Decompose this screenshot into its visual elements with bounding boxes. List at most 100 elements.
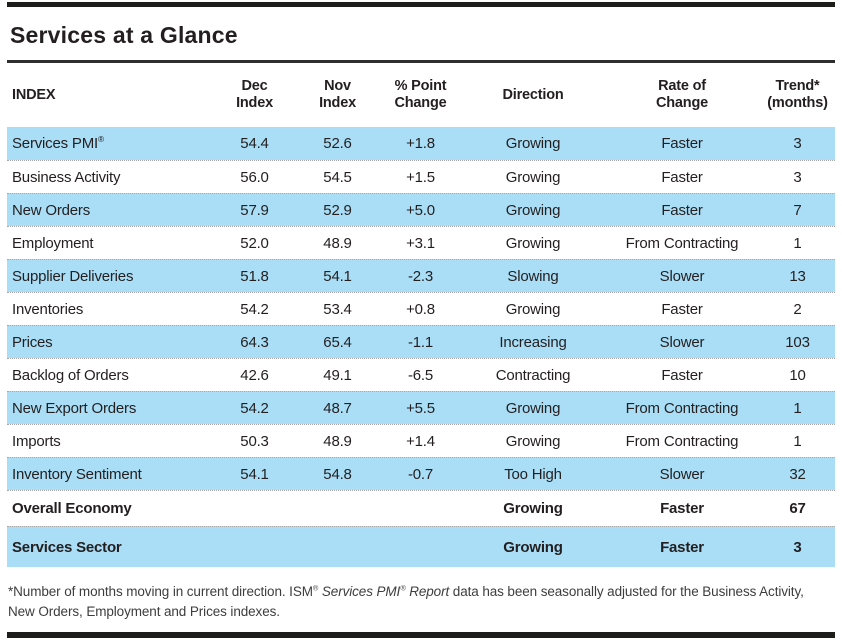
header-line: Index bbox=[319, 95, 356, 111]
table-row: Employment 52.0 48.9 +3.1 Growing From C… bbox=[7, 226, 835, 259]
cell-index-name: Business Activity bbox=[7, 169, 213, 186]
table-header-row: INDEX Dec Index Nov Index % Point Change Di… bbox=[7, 63, 835, 127]
cell-index-name: Services Sector bbox=[7, 539, 213, 556]
title-rule bbox=[7, 60, 835, 63]
registered-mark: ® bbox=[97, 135, 104, 144]
header-line: % Point bbox=[394, 78, 447, 94]
index-label: Backlog of Orders bbox=[12, 366, 129, 384]
cell-point-change: +1.4 bbox=[406, 432, 435, 450]
column-header-dec-index: Dec Index bbox=[213, 78, 296, 112]
cell-trend: 3 bbox=[793, 135, 802, 152]
footnote-italic: ® bbox=[400, 584, 405, 599]
cell-point-change: +1.8 bbox=[406, 135, 435, 152]
index-label: Business Activity bbox=[12, 168, 121, 186]
cell-rate-of-change: Faster bbox=[660, 500, 704, 517]
cell-trend: 3 bbox=[793, 168, 802, 186]
index-label: Overall Economy bbox=[12, 500, 132, 517]
services-table: INDEX Dec Index Nov Index % Point Change Di… bbox=[7, 63, 835, 567]
column-header-point-change: % Point Change bbox=[379, 78, 462, 112]
column-header-trend-months: Trend* (months) bbox=[760, 78, 835, 112]
cell-dec-index: 56.0 bbox=[240, 168, 269, 186]
table-row: Inventory Sentiment 54.1 54.8 -0.7 Too H… bbox=[7, 457, 835, 490]
cell-nov-index: 48.9 bbox=[323, 432, 352, 450]
footnote-text: *Number of months moving in current dire… bbox=[8, 584, 313, 599]
cell-direction: Growing bbox=[505, 399, 561, 417]
cell-dec-index: 51.8 bbox=[240, 267, 269, 285]
cell-rate-of-change: Faster bbox=[661, 168, 703, 186]
cell-trend: 1 bbox=[793, 399, 802, 417]
cell-point-change: -0.7 bbox=[407, 465, 434, 483]
cell-point-change: +3.1 bbox=[406, 234, 435, 252]
index-label: Imports bbox=[12, 432, 61, 450]
cell-direction: Growing bbox=[505, 168, 561, 186]
cell-index-name: Inventories bbox=[7, 301, 213, 318]
cell-trend: 103 bbox=[785, 333, 810, 351]
index-label: Supplier Deliveries bbox=[12, 267, 134, 285]
cell-trend: 2 bbox=[793, 300, 802, 318]
cell-index-name: Backlog of Orders bbox=[7, 367, 213, 384]
cell-rate-of-change: Faster bbox=[661, 201, 703, 219]
cell-dec-index: 42.6 bbox=[240, 366, 269, 384]
cell-point-change: +5.0 bbox=[406, 201, 435, 219]
header-line: (months) bbox=[767, 95, 828, 111]
table-row: Prices 64.3 65.4 -1.1 Increasing Slower … bbox=[7, 325, 835, 358]
cell-nov-index: 48.9 bbox=[323, 234, 352, 252]
cell-dec-index: 54.4 bbox=[240, 135, 269, 152]
cell-direction: Growing bbox=[505, 135, 561, 152]
table-row: New Orders 57.9 52.9 +5.0 Growing Faster… bbox=[7, 193, 835, 226]
cell-trend: 3 bbox=[793, 538, 802, 556]
table-row: Imports 50.3 48.9 +1.4 Growing From Cont… bbox=[7, 424, 835, 457]
cell-direction: Growing bbox=[505, 201, 561, 219]
header-line: Change bbox=[394, 95, 447, 111]
header-line: Index bbox=[236, 95, 273, 111]
cell-index-name: Services PMI® bbox=[7, 135, 213, 152]
cell-rate-of-change: Slower bbox=[659, 465, 705, 483]
cell-direction: Growing bbox=[505, 234, 561, 252]
cell-nov-index: 49.1 bbox=[323, 366, 352, 384]
cell-point-change: -6.5 bbox=[407, 366, 434, 384]
cell-rate-of-change: Slower bbox=[659, 267, 705, 285]
footnote-text: New Orders, Employment and Prices indexe… bbox=[8, 604, 280, 619]
cell-rate-of-change: From Contracting bbox=[625, 399, 739, 417]
cell-nov-index: 53.4 bbox=[323, 300, 352, 318]
cell-rate-of-change: Faster bbox=[660, 538, 704, 556]
cell-rate-of-change: From Contracting bbox=[625, 234, 739, 252]
header-line: INDEX bbox=[12, 86, 56, 103]
cell-nov-index: 48.7 bbox=[323, 399, 352, 417]
footnote-italic: Services PMI bbox=[318, 584, 401, 599]
cell-index-name: Supplier Deliveries bbox=[7, 268, 213, 285]
cell-index-name: Inventory Sentiment bbox=[7, 466, 213, 483]
cell-direction: Growing bbox=[503, 500, 563, 517]
cell-trend: 13 bbox=[789, 267, 806, 285]
cell-direction: Contracting bbox=[495, 366, 571, 384]
cell-point-change: +0.8 bbox=[406, 300, 435, 318]
cell-trend: 7 bbox=[793, 201, 802, 219]
registered-mark: ® bbox=[312, 583, 319, 593]
column-header-index: INDEX bbox=[7, 87, 213, 104]
index-label: Employment bbox=[12, 234, 94, 252]
cell-point-change: -1.1 bbox=[407, 333, 434, 351]
table-row-overall-economy: Overall Economy Growing Faster 67 bbox=[7, 490, 835, 526]
index-label: New Orders bbox=[12, 201, 91, 219]
top-divider-bar bbox=[7, 2, 835, 7]
index-label: Inventories bbox=[12, 300, 84, 318]
cell-nov-index: 52.9 bbox=[323, 201, 352, 219]
index-label: Prices bbox=[12, 333, 53, 351]
table-row: Inventories 54.2 53.4 +0.8 Growing Faste… bbox=[7, 292, 835, 325]
table-row-services-sector: Services Sector Growing Faster 3 bbox=[7, 526, 835, 567]
cell-dec-index: 54.1 bbox=[240, 465, 269, 483]
cell-dec-index: 64.3 bbox=[240, 333, 269, 351]
cell-direction: Slowing bbox=[507, 267, 559, 285]
cell-index-name: Prices bbox=[7, 334, 213, 351]
cell-index-name: Overall Economy bbox=[7, 500, 213, 517]
page-title: Services at a Glance bbox=[10, 22, 238, 48]
cell-trend: 67 bbox=[789, 500, 806, 517]
header-line: Direction bbox=[502, 86, 564, 103]
table-row: Business Activity 56.0 54.5 +1.5 Growing… bbox=[7, 160, 835, 193]
table-row: Supplier Deliveries 51.8 54.1 -2.3 Slowi… bbox=[7, 259, 835, 292]
cell-index-name: New Export Orders bbox=[7, 400, 213, 417]
cell-point-change: +5.5 bbox=[406, 399, 435, 417]
header-line: Rate of bbox=[658, 78, 706, 94]
column-header-direction: Direction bbox=[462, 87, 604, 104]
